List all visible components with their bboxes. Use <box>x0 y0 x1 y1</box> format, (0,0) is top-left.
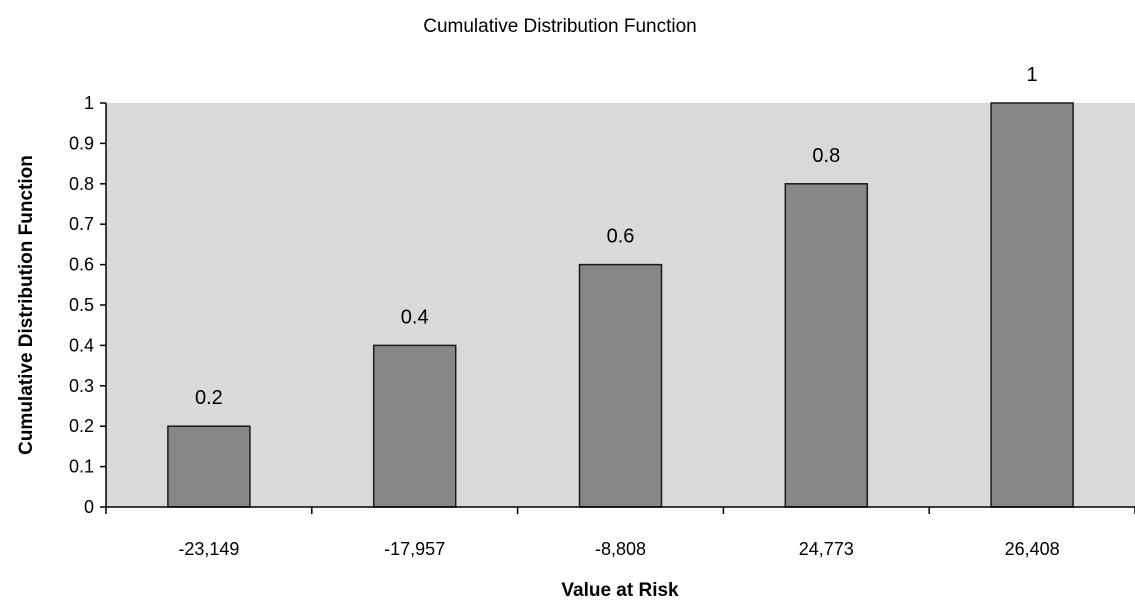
y-tick-label: 0.5 <box>69 295 94 315</box>
y-tick-label: 0.6 <box>69 255 94 275</box>
y-tick-label: 0.1 <box>69 457 94 477</box>
bar <box>167 425 251 508</box>
x-tick-label: -17,957 <box>384 539 445 559</box>
y-tick-label: 0.2 <box>69 416 94 436</box>
bar-data-label: 0.8 <box>812 145 840 167</box>
bar-data-label: 1 <box>1027 64 1038 86</box>
data-labels-layer: 0.2 0.4 0.6 0.8 1 <box>195 64 1038 409</box>
chart-title: Cumulative Distribution Function <box>423 16 697 37</box>
bar-data-label: 0.4 <box>401 306 429 328</box>
y-tick-label: 0 <box>84 497 94 517</box>
x-axis-title: Value at Risk <box>561 580 679 601</box>
x-tick-label: -8,808 <box>595 539 646 559</box>
x-tick-label: 24,773 <box>799 539 854 559</box>
bar-data-label: 0.6 <box>607 226 635 248</box>
bar <box>578 263 663 508</box>
y-ticks-layer: 0 0.1 0.2 0.3 0.4 0.5 0.6 0.7 0.8 0.9 1 <box>69 93 106 517</box>
bars-layer <box>167 102 1074 508</box>
y-tick-label: 0.9 <box>69 133 94 153</box>
x-tick-label: -23,149 <box>178 539 239 559</box>
x-ticks-layer: -23,149 -17,957 -8,808 24,773 26,408 <box>105 507 1135 559</box>
y-tick-label: 0.4 <box>69 335 94 355</box>
bar <box>372 344 457 508</box>
y-tick-label: 0.8 <box>69 174 94 194</box>
y-tick-label: 0.7 <box>69 214 94 234</box>
y-tick-label: 1 <box>84 93 94 113</box>
bar <box>990 102 1074 508</box>
y-tick-label: 0.3 <box>69 376 94 396</box>
bar <box>784 183 869 508</box>
y-axis-title: Cumulative Distribution Function <box>16 155 37 455</box>
bar-data-label: 0.2 <box>195 387 223 409</box>
x-tick-label: 26,408 <box>1005 539 1060 559</box>
